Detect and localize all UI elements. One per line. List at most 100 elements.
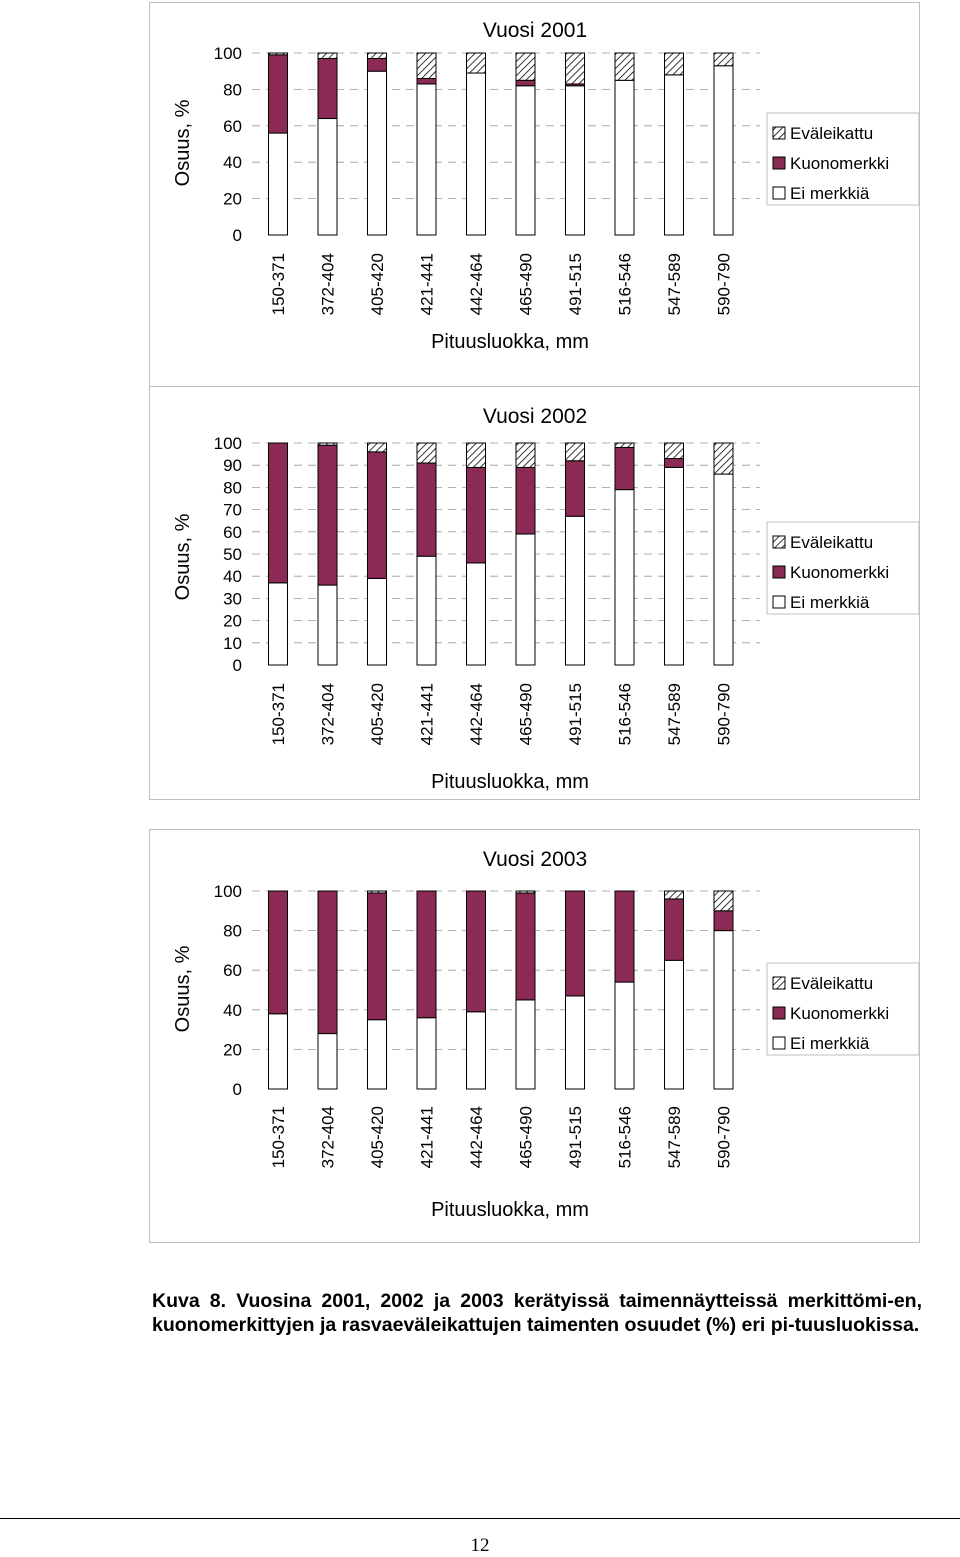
x-category-label: 547-589: [665, 1106, 684, 1168]
y-tick-label: 100: [214, 44, 242, 63]
x-axis-label: Pituusluokka, mm: [431, 1199, 589, 1221]
bar-segment-evaleikattu: [713, 890, 734, 912]
x-category-label: 547-589: [665, 683, 684, 745]
y-tick-label: 10: [223, 634, 242, 653]
chart-2003: 0 20 40 60 80 100 Osuus, % Vuosi 2003 Pituusluok…: [149, 829, 920, 1243]
bar-segment-ei-merkkia: [614, 981, 635, 1090]
bar-segment-kuonomerkki: [664, 898, 684, 961]
legend-frame: [766, 962, 920, 1056]
bar-segment-ei-merkkia: [416, 83, 437, 236]
bar-segment-ei-merkkia: [367, 70, 387, 236]
bar-segment-evaleikattu: [664, 52, 684, 76]
bar-segment-ei-merkkia: [268, 1013, 288, 1090]
legend-swatch: [772, 976, 786, 990]
x-category-label: 590-790: [715, 683, 734, 745]
legend-frame: [766, 521, 920, 615]
y-tick-label: 60: [223, 117, 242, 136]
chart-2001: 0 20 40 60 80 100 Osuus, % Vuosi 2001 Pituusluok…: [149, 2, 920, 416]
x-category-label: 590-790: [715, 1106, 734, 1168]
chart-title: Vuosi 2002: [483, 405, 587, 428]
page-number: 12: [470, 1535, 490, 1556]
bar-segment-kuonomerkki: [367, 57, 387, 72]
chart-svg: 0 10 20 30 40 50 60 70 80 90 100 Osuus, % Vuosi 2002…: [172, 405, 920, 793]
x-category-label: 465-490: [517, 683, 536, 745]
y-tick-label: 80: [223, 478, 242, 497]
bar-segment-evaleikattu: [367, 52, 387, 59]
x-category-label: 372-404: [319, 683, 338, 745]
legend: Eväleikattu Kuonomerkki Ei merkkiä: [766, 521, 920, 615]
bar-segment-ei-merkkia: [317, 1033, 338, 1090]
bar-segment-ei-merkkia: [515, 85, 536, 236]
bar-segment-ei-merkkia: [416, 555, 437, 666]
bar-segment-evaleikattu: [466, 52, 486, 74]
y-tick-label: 20: [223, 612, 242, 631]
x-axis-label: Pituusluokka, mm: [431, 771, 589, 793]
y-tick-label: 60: [223, 523, 242, 542]
y-tick-label: 0: [233, 656, 242, 675]
x-category-label: 421-441: [418, 253, 437, 315]
bar-segment-ei-merkkia: [614, 489, 635, 666]
bar-segment-ei-merkkia: [664, 959, 684, 1090]
bar-segment-evaleikattu: [317, 442, 338, 446]
y-tick-label: 0: [233, 226, 242, 245]
bar-segment-evaleikattu: [565, 442, 585, 462]
x-category-label: 442-464: [467, 1106, 486, 1168]
legend-swatch: [772, 535, 786, 549]
chart-svg: 0 20 40 60 80 100 Osuus, % Vuosi 2003 Pituusluok…: [172, 848, 920, 1221]
x-category-label: 465-490: [517, 1106, 536, 1168]
legend-frame: [766, 112, 920, 206]
bar-segment-ei-merkkia: [565, 85, 585, 236]
y-tick-label: 40: [223, 567, 242, 586]
y-tick-label: 20: [223, 1040, 242, 1059]
bar-segment-kuonomerkki: [268, 442, 288, 584]
legend-label: Eväleikattu: [790, 124, 873, 143]
bar-segment-evaleikattu: [614, 52, 635, 81]
legend-swatch: [772, 1006, 786, 1020]
y-tick-label: 30: [223, 589, 242, 608]
y-tick-label: 80: [223, 922, 242, 941]
bar-segment-ei-merkkia: [713, 65, 734, 236]
bar-segment-evaleikattu: [416, 52, 437, 79]
bar-segment-evaleikattu: [416, 442, 437, 464]
bar-segment-kuonomerkki: [565, 890, 585, 997]
x-category-label: 150-371: [269, 253, 288, 315]
legend-swatch: [772, 126, 786, 140]
y-tick-label: 20: [223, 190, 242, 209]
bar-segment-evaleikattu: [565, 52, 585, 85]
x-category-label: 372-404: [319, 1106, 338, 1168]
y-tick-label: 70: [223, 501, 242, 520]
bar-segment-ei-merkkia: [664, 466, 684, 666]
legend-swatch: [772, 156, 786, 170]
x-category-label: 405-420: [368, 683, 387, 745]
bar-segment-kuonomerkki: [367, 892, 387, 1021]
chart-svg: 0 20 40 60 80 100 Osuus, % Vuosi 2001 Pituusluok…: [172, 19, 920, 353]
bar-segment-ei-merkkia: [416, 1017, 437, 1090]
x-category-label: 405-420: [368, 1106, 387, 1168]
bar-segment-kuonomerkki: [268, 54, 288, 134]
y-tick-label: 40: [223, 153, 242, 172]
footer-divider: [0, 1518, 960, 1519]
bar-segment-ei-merkkia: [565, 515, 585, 666]
legend-label: Kuonomerkki: [790, 154, 889, 173]
legend: Eväleikattu Kuonomerkki Ei merkkiä: [766, 112, 920, 206]
x-category-label: 590-790: [715, 253, 734, 315]
bar-segment-kuonomerkki: [664, 458, 684, 468]
bar-segment-ei-merkkia: [367, 577, 387, 666]
bar-segment-evaleikattu: [713, 442, 734, 475]
legend-swatch: [772, 1036, 786, 1050]
bar-segment-evaleikattu: [367, 442, 387, 453]
x-category-label: 442-464: [467, 683, 486, 745]
legend-label: Ei merkkiä: [790, 1034, 870, 1053]
x-category-label: 547-589: [665, 253, 684, 315]
chart-2002: 0 10 20 30 40 50 60 70 80 90 100 Osuus, % Vuosi 2002…: [149, 386, 920, 800]
legend: Eväleikattu Kuonomerkki Ei merkkiä: [766, 962, 920, 1056]
bar-segment-evaleikattu: [664, 890, 684, 900]
bar-segment-kuonomerkki: [515, 892, 536, 1001]
legend-label: Ei merkkiä: [790, 184, 870, 203]
bar-segment-evaleikattu: [515, 52, 536, 81]
x-category-label: 491-515: [566, 683, 585, 745]
x-category-label: 516-546: [616, 1106, 635, 1168]
bar-segment-kuonomerkki: [416, 890, 437, 1019]
bar-segment-evaleikattu: [317, 52, 338, 59]
bar-segment-kuonomerkki: [416, 462, 437, 557]
